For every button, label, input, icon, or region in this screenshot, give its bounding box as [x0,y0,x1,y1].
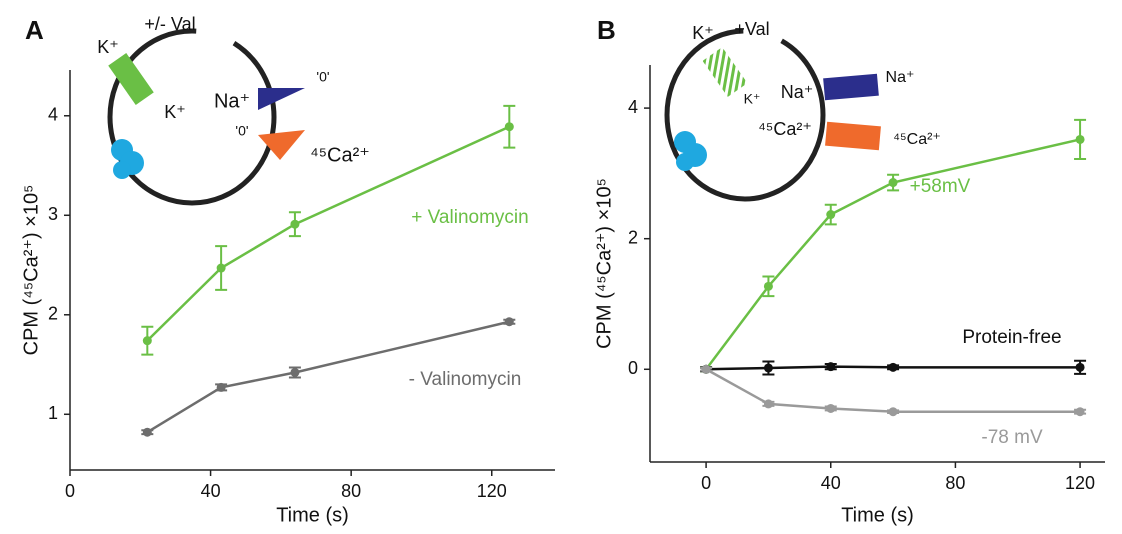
panel-label: B [597,15,616,45]
diagram-label: Na⁺ [781,82,814,102]
y-tick-label: 2 [48,304,58,324]
diagram-label: K⁺ [692,23,714,43]
data-point [826,403,836,413]
data-point [142,336,152,346]
data-point [701,364,711,374]
y-tick-label: 1 [48,403,58,423]
diagram-label: '0' [316,69,329,85]
x-tick-label: 80 [341,481,361,501]
diagram-label: Na⁺ [886,69,915,86]
data-point [763,363,773,373]
data-point [504,122,514,132]
x-tick-label: 120 [1065,473,1095,493]
diagram-b [664,28,881,202]
diagram-label: ⁴⁵Ca²⁺ [758,119,812,139]
data-point [290,367,300,377]
x-axis-title: Time (s) [841,504,914,526]
data-point [1075,134,1085,144]
x-axis-title: Time (s) [276,504,349,526]
y-tick-label: 4 [48,105,58,125]
data-point [888,407,898,417]
diagram-label: ⁴⁵Ca²⁺ [310,144,370,166]
series-label: Protein-free [962,327,1061,348]
panel-label: A [25,15,44,45]
data-point [826,362,836,372]
diagram-label: K⁺ [744,91,761,107]
x-tick-label: 0 [701,473,711,493]
data-point [1075,362,1085,372]
x-tick-label: 0 [65,481,75,501]
data-point [826,210,836,220]
y-tick-label: 0 [628,358,638,378]
data-point [216,382,226,392]
x-tick-label: 120 [477,481,507,501]
data-point [142,427,152,437]
data-point [216,263,226,273]
series-label: - Valinomycin [409,369,522,390]
data-point [888,178,898,188]
diagram-a [107,28,305,206]
x-tick-label: 40 [201,481,221,501]
series-line [146,320,510,434]
series-label: + Valinomycin [411,207,528,228]
diagram-label: ⁴⁵Ca²⁺ [893,131,941,148]
y-axis-title: CPM (⁴⁵Ca²⁺) ×10⁵ [20,185,42,356]
data-point [763,399,773,409]
series-line [146,125,510,342]
x-tick-label: 40 [821,473,841,493]
y-tick-label: 2 [628,227,638,247]
diagram-label: +Val [734,19,769,39]
diagram-label: Na⁺ [214,90,250,112]
y-tick-label: 4 [628,97,638,117]
diagram-label: '0' [235,123,248,139]
data-point [763,281,773,291]
series-label: +58mV [910,176,971,197]
series-label: -78 mV [981,427,1043,448]
data-point [504,317,514,327]
diagram-label: K⁺ [97,37,119,57]
diagram-label: K⁺ [164,102,186,122]
data-point [888,362,898,372]
y-tick-label: 3 [48,204,58,224]
data-point [1075,407,1085,417]
diagram-label: +/- Val [144,14,195,34]
data-point [290,219,300,229]
x-tick-label: 80 [945,473,965,493]
series-line [705,368,1081,413]
y-axis-title: CPM (⁴⁵Ca²⁺) ×10⁵ [593,178,615,349]
